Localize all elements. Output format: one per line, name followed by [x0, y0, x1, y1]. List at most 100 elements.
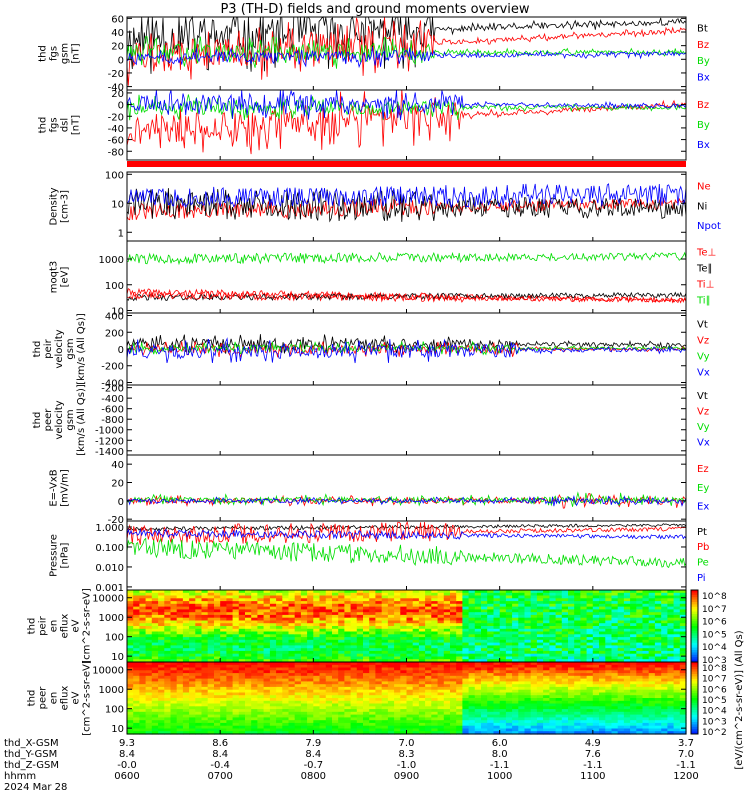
y-tick-label: 0 — [118, 345, 124, 356]
y-tick-label: 100 — [105, 705, 124, 716]
y-axis-label: thd — [38, 45, 49, 62]
legend-Bz: Bz — [697, 40, 709, 51]
y-axis-label: gsm — [65, 338, 76, 359]
legend-Ey: Ey — [697, 483, 709, 494]
series-line-Pe — [127, 538, 686, 567]
y-axis-label: velocity — [54, 400, 65, 439]
y-axis-label: fgs — [49, 117, 60, 132]
y-tick-label: 200 — [105, 328, 124, 339]
y-tick-label: 1000 — [99, 255, 124, 266]
legend-Ti∥: Ti∥ — [696, 295, 711, 306]
y-axis-label: [mV/m] — [60, 469, 71, 507]
panel-frame — [127, 385, 686, 455]
legend-Te∥: Te∥ — [696, 263, 713, 274]
y-tick-label: 100 — [105, 281, 124, 292]
legend-Bz: Bz — [697, 100, 709, 111]
y-axis-label: [nPa] — [60, 542, 71, 568]
y-tick-label: -1200 — [95, 436, 124, 447]
colorbar-tick-label: 10^7 — [702, 605, 727, 615]
series-line-Ti∥ — [127, 253, 686, 264]
y-tick-label: 0 — [118, 55, 124, 66]
colorbar-tick-label: 10^8 — [702, 592, 727, 602]
y-tick-label: 20 — [111, 479, 124, 490]
y-tick-label: -1000 — [95, 426, 124, 437]
legend-Pb: Pb — [697, 542, 709, 553]
y-tick-label: 1.000 — [95, 523, 124, 534]
legend-Npot: Npot — [697, 221, 721, 232]
legend-Vz: Vz — [697, 335, 709, 346]
y-axis-label: en — [49, 620, 60, 633]
legend-Pe: Pe — [697, 557, 709, 568]
y-tick-label: 0 — [118, 101, 124, 112]
y-axis-label: [cm^2-s-sr-eV] — [82, 588, 93, 664]
legend-Ex: Ex — [697, 502, 709, 513]
y-tick-label: 40 — [111, 28, 124, 39]
y-axis-label: eV — [71, 619, 82, 632]
y-axis-label: gsm — [65, 409, 76, 430]
y-axis-label: [nT] — [71, 115, 82, 135]
colorbar-tick-label: 10^4 — [702, 643, 727, 653]
y-tick-label: 400 — [105, 312, 124, 323]
y-tick-label: 10 — [111, 199, 124, 210]
legend-Vz: Vz — [697, 407, 709, 418]
y-tick-label: -60 — [108, 136, 124, 147]
y-tick-label: 0.010 — [95, 563, 124, 574]
y-tick-label: -40 — [108, 124, 124, 135]
y-axis-label: peer — [43, 408, 54, 432]
y-tick-label: -1400 — [95, 447, 124, 458]
legend-Pi: Pi — [697, 573, 706, 584]
colorbar: 10^810^710^610^510^410^310^2 — [691, 662, 727, 738]
colorbar-tick-label: 10^6 — [702, 618, 727, 628]
y-tick-label: -200 — [101, 384, 124, 395]
y-axis-label: peir — [38, 615, 49, 635]
y-axis-label: thd — [32, 412, 43, 429]
colorbar: 10^810^710^610^510^410^3 — [691, 590, 727, 666]
y-axis-label: gsm — [60, 43, 71, 64]
panel-frame — [127, 455, 686, 521]
y-tick-label: -20 — [108, 69, 124, 80]
legend-Bx: Bx — [697, 140, 710, 151]
y-tick-label: -400 — [101, 394, 124, 405]
y-tick-label: 1000 — [99, 685, 124, 696]
y-axis-label: [cm^2-s-sr-eV] — [82, 660, 93, 736]
legend-Bt: Bt — [697, 24, 708, 35]
y-axis-label: peir — [43, 338, 54, 358]
y-axis-label: eflux — [60, 614, 71, 639]
series-line-Bx — [127, 90, 686, 120]
legend-Ni: Ni — [697, 201, 707, 212]
y-tick-label: -20 — [108, 112, 124, 123]
panel-frame — [127, 521, 686, 590]
y-axis-label: [eV] — [60, 267, 71, 288]
y-axis-label: en — [49, 692, 60, 705]
y-tick-label: 100 — [105, 170, 124, 181]
y-axis-label: dsl — [60, 118, 71, 132]
figure-title: P3 (TH-D) fields and ground moments over… — [0, 2, 750, 17]
panel-frame — [127, 241, 686, 313]
series-line-Vx — [127, 339, 686, 363]
y-axis-label: thd — [38, 117, 49, 134]
y-tick-label: -600 — [101, 405, 124, 416]
y-axis-label: [km/s (All Qs)] — [76, 384, 87, 456]
y-tick-label: 10000 — [92, 666, 124, 677]
y-axis-label: moqt3 — [49, 261, 60, 294]
legend-By: By — [697, 120, 710, 131]
y-axis-label: Pressure — [49, 534, 60, 577]
y-tick-label: -80 — [108, 147, 124, 158]
panel-8: 1.0000.1000.0100.001Pressure[nPa]PtPbPeP… — [49, 521, 710, 594]
legend-Vt: Vt — [697, 319, 708, 330]
series-line-Pt — [127, 524, 686, 531]
legend-Vt: Vt — [697, 391, 708, 402]
legend-Vx: Vx — [697, 438, 710, 449]
y-tick-label: -800 — [101, 415, 124, 426]
y-tick-label: 10000 — [92, 594, 124, 605]
series-line-Npot — [127, 184, 686, 207]
y-axis-label: [km/s (All Qs)] — [76, 313, 87, 385]
